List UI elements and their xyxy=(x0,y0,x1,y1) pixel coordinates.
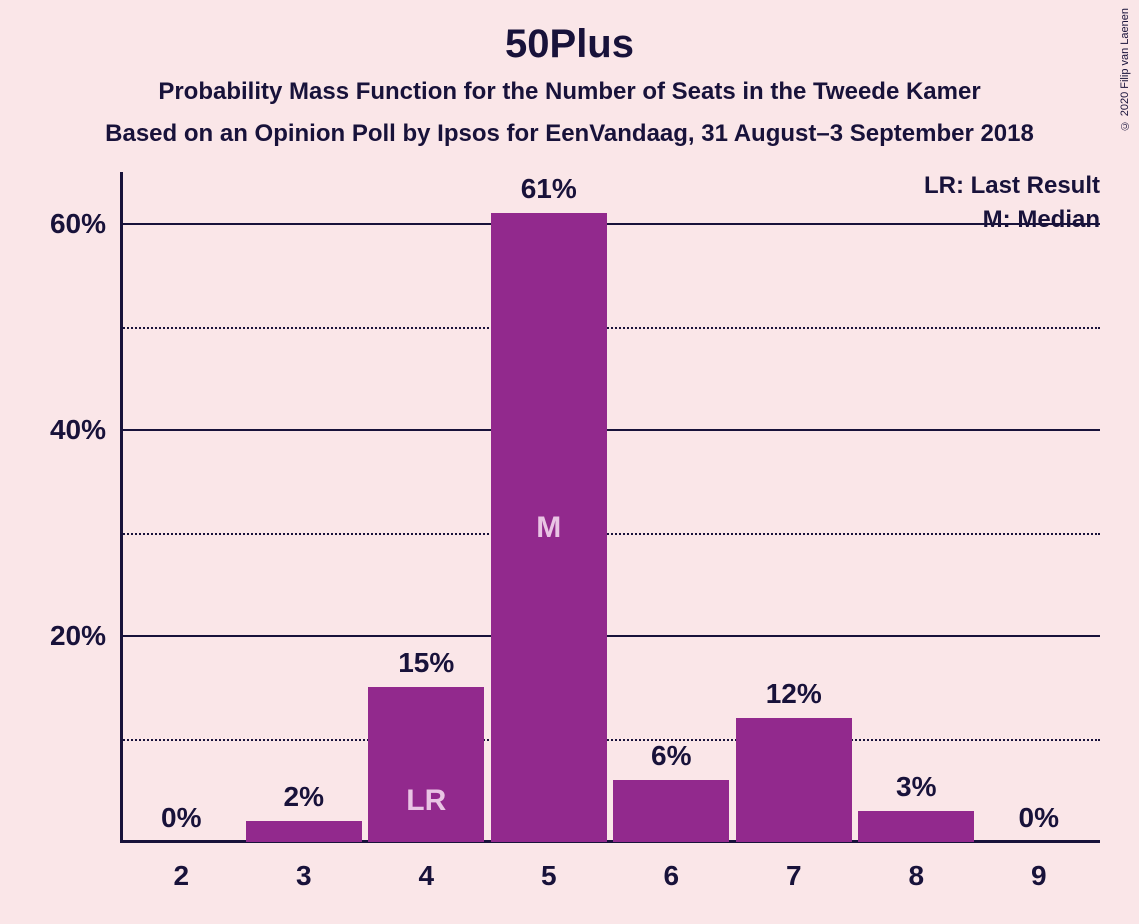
bar: 61%M xyxy=(491,213,607,842)
bar-value-label: 12% xyxy=(766,678,822,710)
bar: 12% xyxy=(736,718,852,842)
plot-area: LR: Last Result M: Median 20%40%60%20%32… xyxy=(120,172,1100,842)
chart-container: © 2020 Filip van Laenen 50Plus Probabili… xyxy=(0,0,1139,924)
x-tick-label: 3 xyxy=(296,860,312,892)
bar: 6% xyxy=(613,780,729,842)
y-tick-label: 40% xyxy=(50,414,106,446)
y-axis xyxy=(120,172,123,842)
x-tick-label: 5 xyxy=(541,860,557,892)
gridline-minor xyxy=(120,533,1100,535)
gridline-minor xyxy=(120,327,1100,329)
gridline-minor xyxy=(120,739,1100,741)
legend-m: M: Median xyxy=(924,206,1100,234)
y-tick-label: 60% xyxy=(50,208,106,240)
bar: 3% xyxy=(858,811,974,842)
x-tick-label: 7 xyxy=(786,860,802,892)
chart-subtitle-2: Based on an Opinion Poll by Ipsos for Ee… xyxy=(0,120,1139,148)
x-tick-label: 6 xyxy=(663,860,679,892)
x-tick-label: 9 xyxy=(1031,860,1047,892)
bar-value-label: 2% xyxy=(284,781,324,813)
bar: 2% xyxy=(246,821,362,842)
bar-value-label: 61% xyxy=(521,173,577,205)
chart-subtitle-1: Probability Mass Function for the Number… xyxy=(0,78,1139,106)
bar-inner-label: LR xyxy=(406,784,446,818)
bar-value-label: 0% xyxy=(161,802,201,834)
bar-inner-label: M xyxy=(536,511,561,545)
gridline-major xyxy=(120,223,1100,225)
x-tick-label: 4 xyxy=(418,860,434,892)
bar: 15%LR xyxy=(368,687,484,842)
bar-value-label: 3% xyxy=(896,771,936,803)
bar-value-label: 0% xyxy=(1019,802,1059,834)
x-tick-label: 8 xyxy=(908,860,924,892)
y-tick-label: 20% xyxy=(50,620,106,652)
gridline-major xyxy=(120,429,1100,431)
x-tick-label: 2 xyxy=(173,860,189,892)
gridline-major xyxy=(120,635,1100,637)
bar-value-label: 15% xyxy=(398,647,454,679)
chart-title: 50Plus xyxy=(0,22,1139,67)
chart-legend: LR: Last Result M: Median xyxy=(924,172,1100,240)
legend-lr: LR: Last Result xyxy=(924,172,1100,200)
bar-value-label: 6% xyxy=(651,740,691,772)
